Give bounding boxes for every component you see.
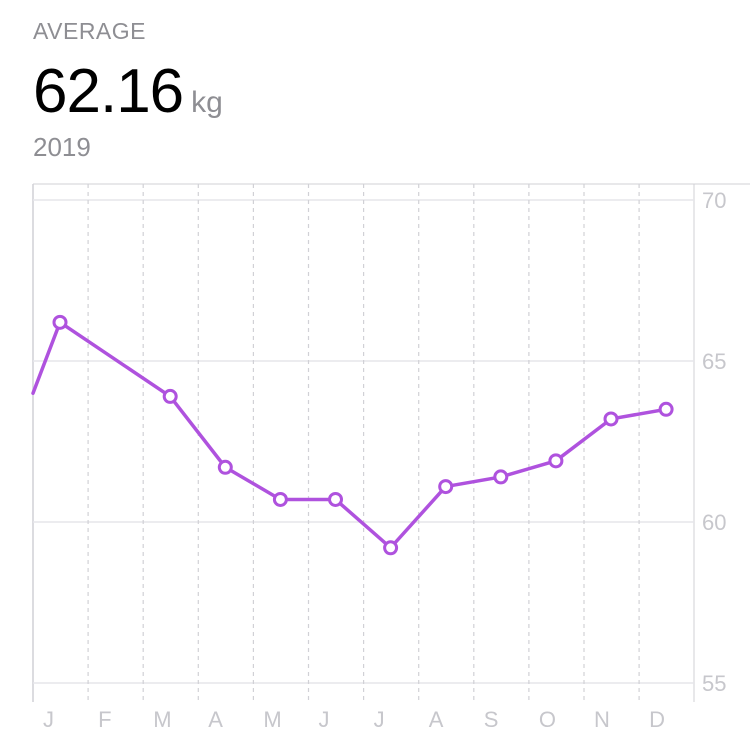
x-tick-label: J — [319, 707, 330, 732]
data-point — [548, 453, 564, 469]
data-point — [328, 491, 343, 507]
average-value: 62.16 — [33, 57, 184, 126]
data-point — [493, 469, 509, 485]
y-tick-label: 65 — [702, 349, 726, 374]
x-tick-label: S — [484, 707, 499, 732]
y-tick-label: 55 — [702, 671, 726, 696]
period-label: 2019 — [33, 132, 91, 162]
data-point — [383, 540, 399, 556]
x-tick-label: N — [594, 707, 610, 732]
x-tick-label: M — [263, 707, 281, 732]
data-point — [438, 479, 454, 495]
average-value-row: 62.16 kg — [33, 56, 223, 127]
data-point — [52, 314, 68, 330]
x-tick-label: A — [208, 707, 223, 732]
average-unit: kg — [191, 86, 223, 119]
series-line — [31, 320, 668, 550]
y-tick-label: 60 — [702, 510, 726, 535]
data-point — [658, 401, 674, 417]
data-point — [217, 459, 233, 475]
x-tick-label: O — [539, 707, 556, 732]
y-tick-label: 70 — [702, 188, 726, 213]
data-point — [162, 388, 178, 404]
x-tick-label: D — [649, 707, 665, 732]
x-tick-label: J — [43, 707, 54, 732]
average-label: AVERAGE — [33, 18, 146, 44]
x-tick-label: M — [153, 707, 171, 732]
data-point — [603, 411, 619, 427]
data-point — [272, 491, 288, 507]
x-tick-label: J — [374, 707, 385, 732]
x-tick-label: A — [429, 707, 444, 732]
x-tick-label: F — [98, 707, 111, 732]
